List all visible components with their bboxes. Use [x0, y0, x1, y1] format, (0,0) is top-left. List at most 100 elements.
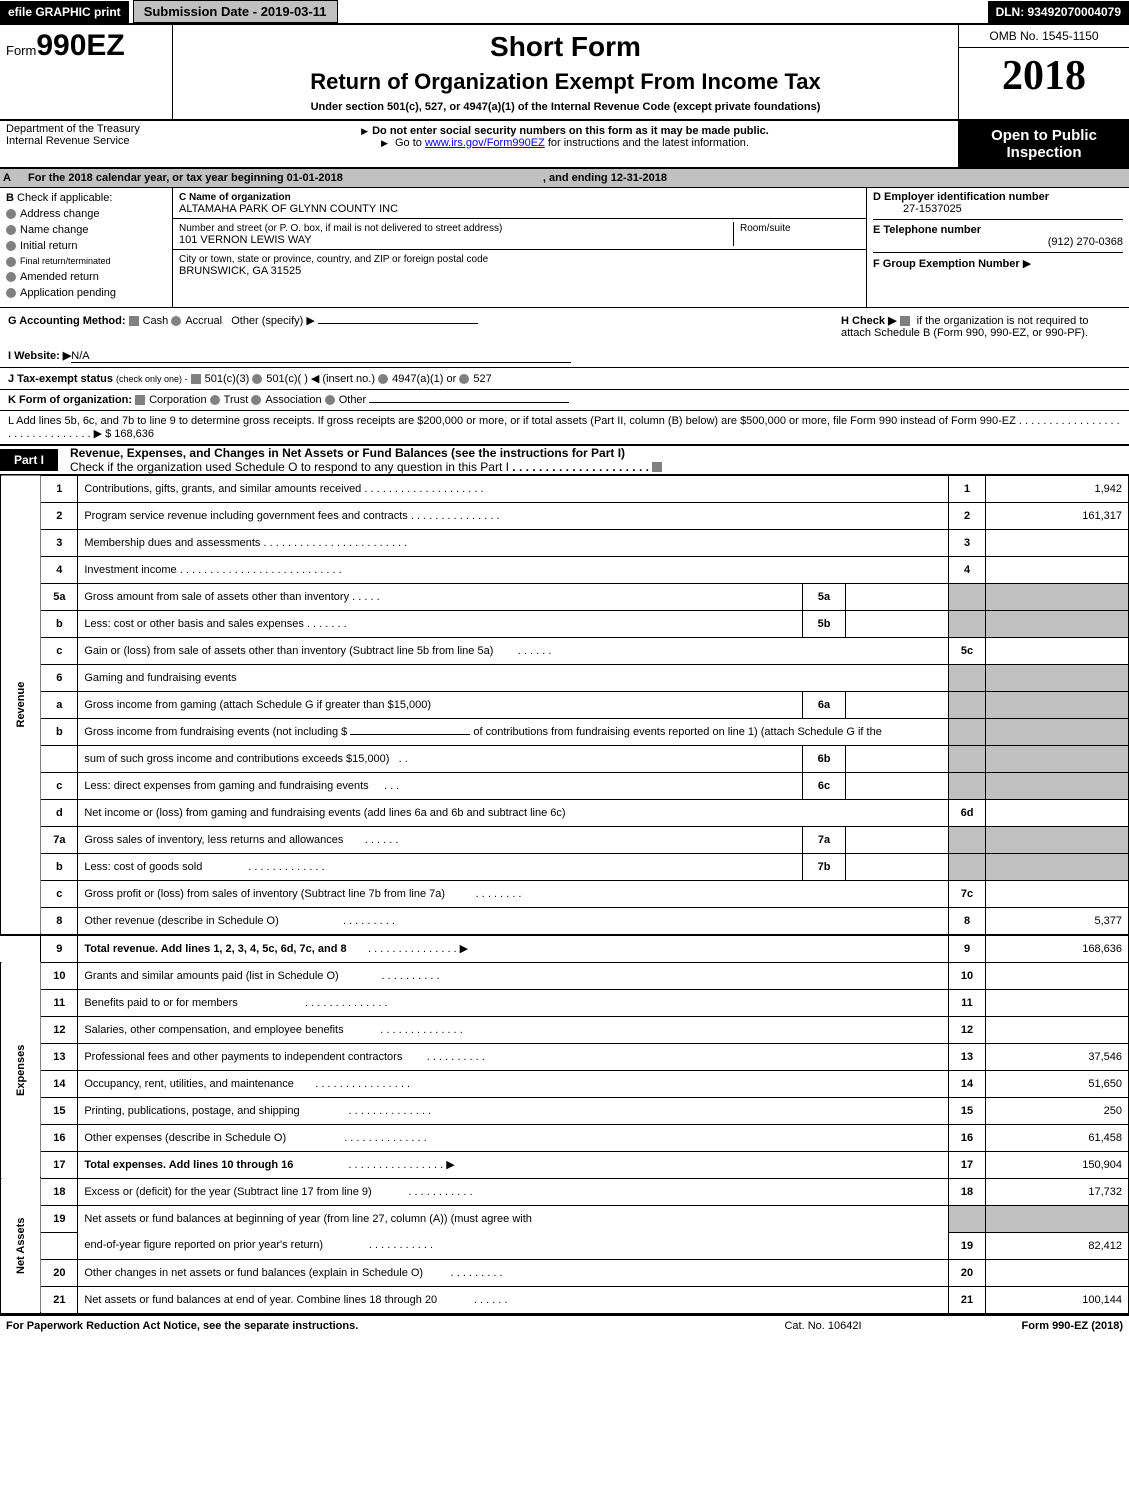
check-address-change[interactable]: Address change [6, 208, 166, 220]
line-amount: 150,904 [986, 1151, 1129, 1178]
box-d: D Employer identification number 27-1537… [867, 188, 1129, 307]
k-other[interactable] [325, 395, 335, 405]
sub-num: 5a [803, 583, 846, 610]
tax-year: 2018 [959, 48, 1129, 104]
section-a: A For the 2018 calendar year, or tax yea… [0, 169, 1129, 188]
line-desc: Net assets or fund balances at end of ye… [78, 1286, 949, 1313]
sub-num: 6c [803, 772, 846, 799]
gray-cell [986, 664, 1129, 691]
table-row: b Less: cost or other basis and sales ex… [1, 610, 1129, 637]
line-desc: Grants and similar amounts paid (list in… [78, 962, 949, 989]
box-f-group: F Group Exemption Number ▶ [873, 257, 1123, 270]
gray-cell [986, 691, 1129, 718]
j-527[interactable] [459, 374, 469, 384]
efile-print-button[interactable]: efile GRAPHIC print [0, 1, 129, 23]
gray-cell [949, 610, 986, 637]
arrow-icon: ▶ [1023, 258, 1031, 270]
submission-date: Submission Date - 2019-03-11 [133, 0, 338, 23]
dept-row: Department of the Treasury Internal Reve… [0, 121, 1129, 169]
part1-checkbox[interactable] [652, 462, 662, 472]
line-desc: Less: cost of goods sold . . . . . . . .… [78, 853, 803, 880]
line-num: 8 [41, 907, 78, 935]
line-num: 17 [41, 1151, 78, 1178]
cash-check[interactable] [129, 316, 139, 326]
line-amount: 100,144 [986, 1286, 1129, 1313]
label-a: A [0, 169, 22, 187]
box-c-street: Number and street (or P. O. box, if mail… [173, 219, 866, 250]
revenue-label: Revenue [1, 475, 41, 935]
line-rnum: 14 [949, 1070, 986, 1097]
line-rnum: 21 [949, 1286, 986, 1313]
accrual-check[interactable] [171, 316, 181, 326]
part1-label: Part I [0, 449, 58, 471]
line-rnum: 17 [949, 1151, 986, 1178]
street-label: Number and street (or P. O. box, if mail… [179, 223, 502, 234]
table-row: 13 Professional fees and other payments … [1, 1043, 1129, 1070]
line-num: 13 [41, 1043, 78, 1070]
irs-link[interactable]: www.irs.gov/Form990EZ [425, 137, 545, 149]
table-row: 5a Gross amount from sale of assets othe… [1, 583, 1129, 610]
gray-cell [949, 1205, 986, 1232]
line-desc: Benefits paid to or for members . . . . … [78, 989, 949, 1016]
check-application-pending[interactable]: Application pending [6, 287, 166, 299]
gray-cell [986, 745, 1129, 772]
room-suite: Room/suite [733, 222, 860, 246]
k-trust[interactable] [210, 395, 220, 405]
header-right: OMB No. 1545-1150 2018 [958, 25, 1129, 119]
sub-num: 7b [803, 853, 846, 880]
gray-cell [949, 583, 986, 610]
j-501c[interactable] [252, 374, 262, 384]
check-initial-return[interactable]: Initial return [6, 240, 166, 252]
return-title: Return of Organization Exempt From Incom… [179, 69, 952, 95]
sub-amount [846, 853, 949, 880]
sub-amount [846, 691, 949, 718]
row-k: K Form of organization: Corporation Trus… [0, 389, 1129, 410]
k-corp[interactable] [135, 395, 145, 405]
table-row: 8 Other revenue (describe in Schedule O)… [1, 907, 1129, 935]
line-rnum: 15 [949, 1097, 986, 1124]
footer-left: For Paperwork Reduction Act Notice, see … [6, 1320, 723, 1332]
line-rnum: 4 [949, 556, 986, 583]
line-num: c [41, 637, 78, 664]
check-amended-return[interactable]: Amended return [6, 271, 166, 283]
table-row: 9 Total revenue. Add lines 1, 2, 3, 4, 5… [1, 935, 1129, 963]
sub-amount [846, 610, 949, 637]
line-desc: Gaming and fundraising events [78, 664, 949, 691]
line-desc: Program service revenue including govern… [78, 502, 949, 529]
gray-cell [949, 664, 986, 691]
table-row: 4 Investment income . . . . . . . . . . … [1, 556, 1129, 583]
line-rnum: 11 [949, 989, 986, 1016]
table-row: Revenue 1 Contributions, gifts, grants, … [1, 475, 1129, 502]
table-row: b Less: cost of goods sold . . . . . . .… [1, 853, 1129, 880]
h-checkbox[interactable] [900, 316, 910, 326]
footer-center: Cat. No. 10642I [723, 1320, 923, 1332]
table-row: 7a Gross sales of inventory, less return… [1, 826, 1129, 853]
gray-cell [949, 718, 986, 745]
line-desc: Gross profit or (loss) from sales of inv… [78, 880, 949, 907]
line-num: 18 [41, 1178, 78, 1205]
check-name-change[interactable]: Name change [6, 224, 166, 236]
row-j: J Tax-exempt status (check only one) - 5… [0, 367, 1129, 389]
table-row: c Gross profit or (loss) from sales of i… [1, 880, 1129, 907]
org-name: ALTAMAHA PARK OF GLYNN COUNTY INC [179, 203, 398, 215]
line-rnum: 2 [949, 502, 986, 529]
j-501c3[interactable] [191, 374, 201, 384]
line-rnum: 6d [949, 799, 986, 826]
line-num: b [41, 718, 78, 745]
line-num: c [41, 880, 78, 907]
k-assoc[interactable] [251, 395, 261, 405]
sub-amount [846, 583, 949, 610]
check-final-return[interactable]: Final return/terminated [6, 256, 166, 267]
line-desc: Total expenses. Add lines 10 through 16 … [78, 1151, 949, 1178]
table-row: 12 Salaries, other compensation, and emp… [1, 1016, 1129, 1043]
line-num: 3 [41, 529, 78, 556]
line-rnum: 18 [949, 1178, 986, 1205]
line-rnum: 1 [949, 475, 986, 502]
table-row: c Gain or (loss) from sale of assets oth… [1, 637, 1129, 664]
j-4947[interactable] [378, 374, 388, 384]
box-c: C Name of organization ALTAMAHA PARK OF … [173, 188, 867, 307]
table-row: 20 Other changes in net assets or fund b… [1, 1259, 1129, 1286]
label-d: D Employer identification number [873, 191, 1049, 203]
line-desc: Other expenses (describe in Schedule O) … [78, 1124, 949, 1151]
gray-cell [986, 583, 1129, 610]
